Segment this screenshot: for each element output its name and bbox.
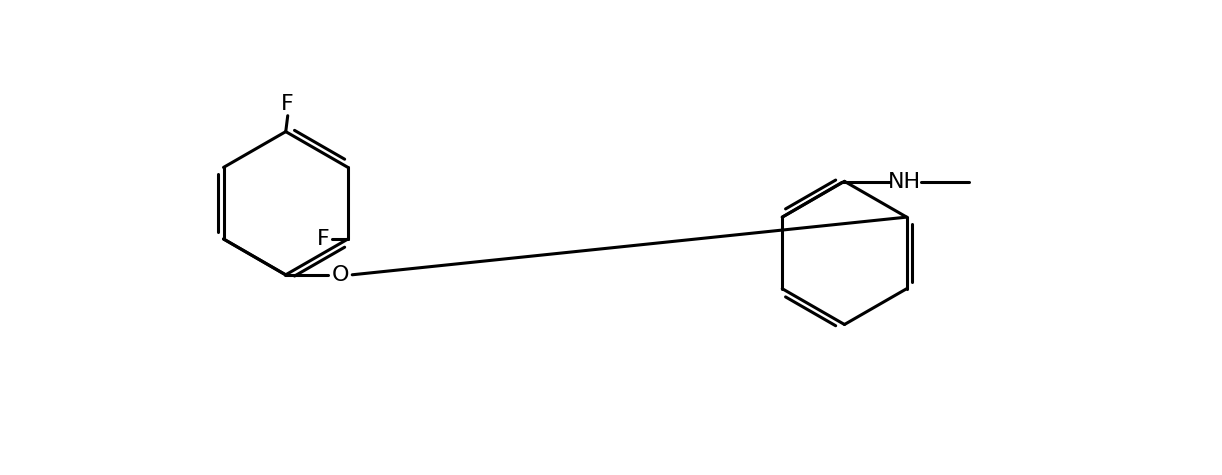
Text: O: O <box>331 265 349 285</box>
Text: F: F <box>281 94 295 114</box>
Text: F: F <box>318 229 330 249</box>
Text: NH: NH <box>887 172 920 192</box>
